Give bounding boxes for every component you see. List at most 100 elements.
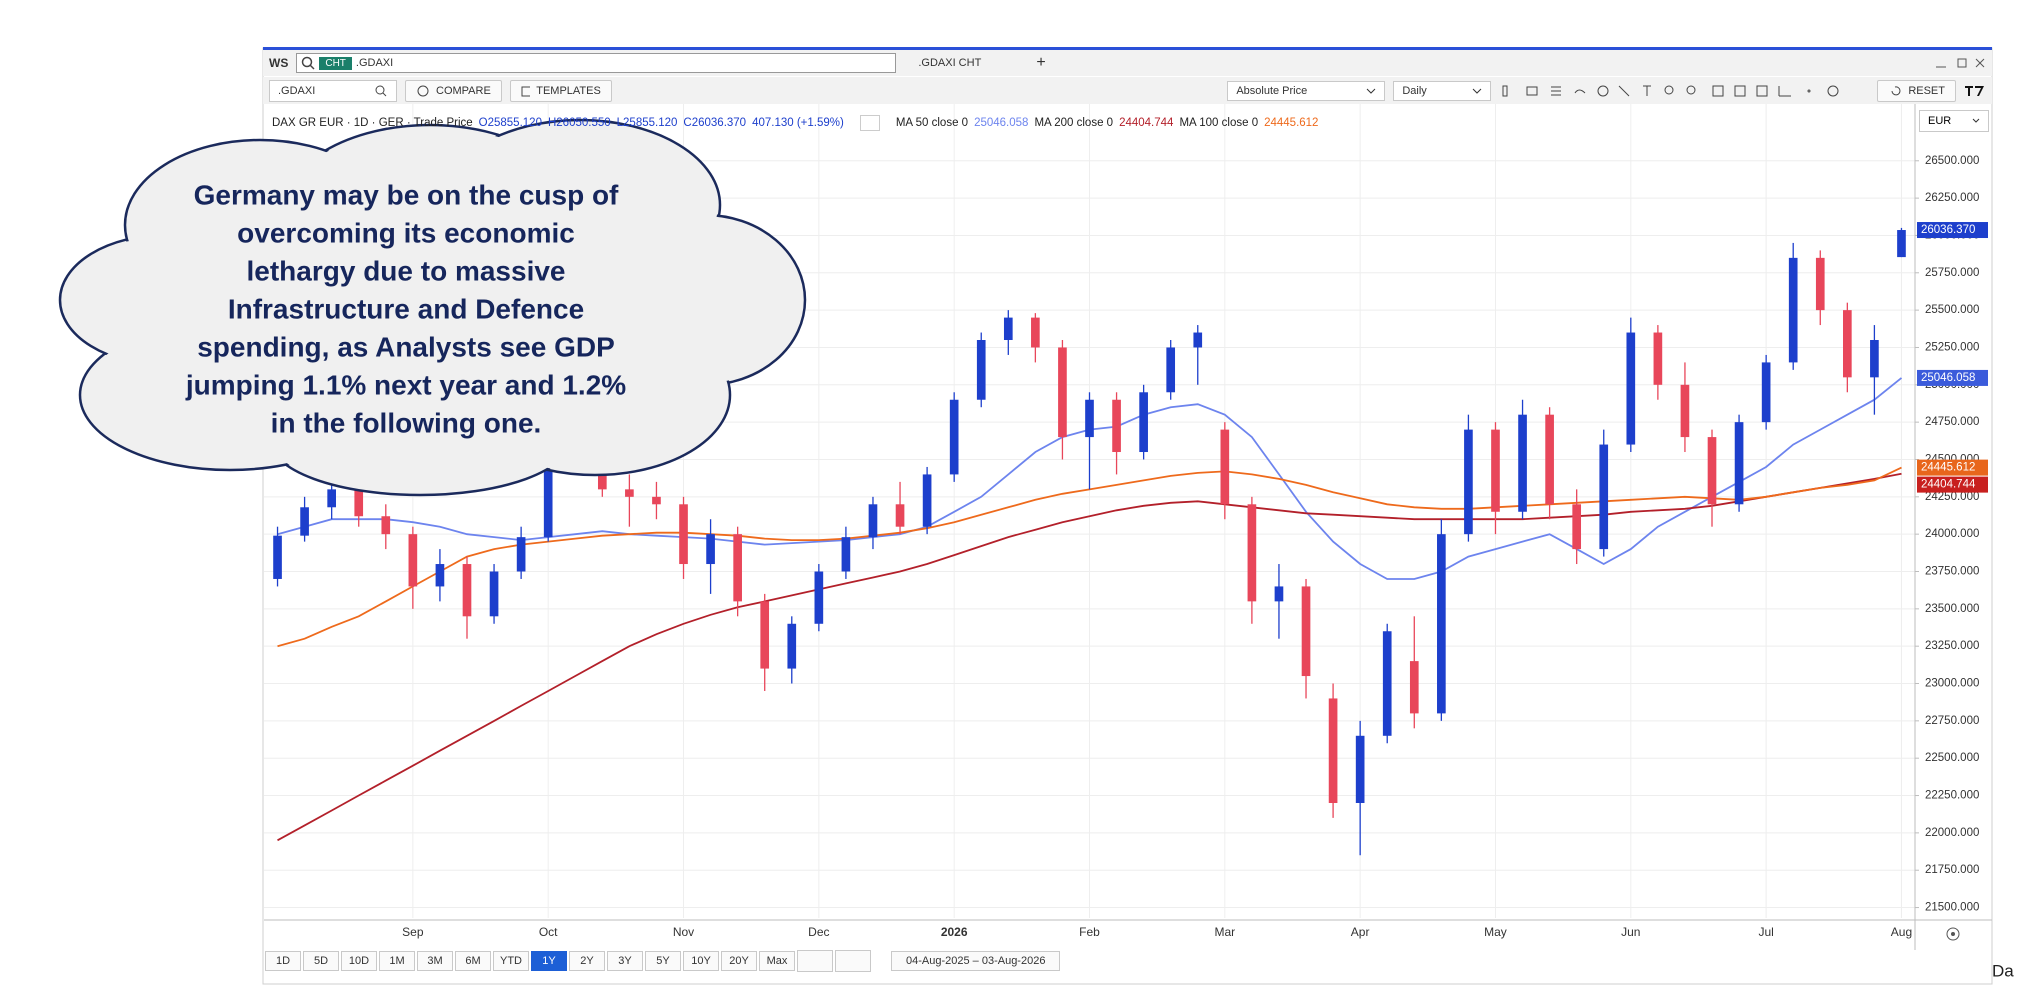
candle-body — [1518, 414, 1527, 512]
price-tag-label: 25046.058 — [1921, 372, 1975, 384]
candle-body — [300, 507, 309, 536]
annotation-line: Infrastructure and Defence — [228, 293, 584, 324]
candle-body — [841, 537, 851, 572]
range-button[interactable]: 3M — [417, 951, 453, 971]
x-tick-label: 2026 — [941, 925, 968, 939]
price-tag — [1917, 459, 1988, 476]
price-type: Absolute Price — [1236, 84, 1308, 97]
candle-body — [1653, 332, 1663, 385]
candle-body — [949, 399, 959, 475]
price-tag — [1917, 222, 1988, 239]
compare-label: COMPARE — [436, 84, 491, 97]
range-button[interactable]: 5Y — [645, 951, 681, 971]
candle-body — [1761, 362, 1771, 423]
chevron — [1472, 88, 1482, 94]
x-tick-label: Jun — [1621, 925, 1640, 939]
range-table[interactable] — [835, 950, 871, 972]
y-tick-label: 23250.000 — [1925, 640, 1979, 652]
candle-body — [1491, 429, 1500, 512]
new-tab[interactable]: + — [1036, 54, 1046, 71]
y-tick-label: 22000.000 — [1925, 827, 1979, 839]
y-tick-label: 24000.000 — [1925, 528, 1979, 540]
range-settings[interactable] — [797, 950, 833, 972]
x-tick-label: Jul — [1758, 925, 1773, 939]
price-tag-label: 26036.370 — [1921, 224, 1975, 236]
ma-value: 24445.612 — [1264, 117, 1319, 129]
window-controls[interactable] — [1896, 56, 1986, 70]
range-button[interactable]: 10D — [341, 951, 377, 971]
candle-body — [1058, 347, 1067, 438]
templates-button[interactable]: TEMPLATES — [509, 79, 612, 102]
range-button[interactable]: 1D — [265, 951, 301, 971]
y-tick-label: 23000.000 — [1925, 678, 1979, 690]
date-range[interactable]: 04-Aug-2025 – 03-Aug-2026 — [891, 951, 1061, 971]
candle-body — [1139, 392, 1148, 453]
candle-body — [787, 623, 797, 669]
cloud-fill — [62, 122, 803, 493]
price-type-select[interactable]: Absolute Price — [1227, 80, 1386, 101]
candle-body — [1166, 347, 1176, 393]
range-button[interactable]: 10Y — [683, 951, 719, 971]
high: H26050.550 — [547, 117, 611, 129]
candle-body — [1085, 399, 1094, 438]
currency-select[interactable]: EUR — [1919, 110, 1989, 132]
reset-icon — [1891, 85, 1901, 95]
annotation-line: spending, as Analysts see GDP — [197, 331, 615, 362]
y-tick-label: 25500.000 — [1925, 304, 1979, 316]
x-tick-label: Nov — [673, 925, 694, 939]
range-button[interactable]: YTD — [493, 951, 529, 971]
search-box[interactable]: CHT .GDAXI — [296, 53, 897, 73]
range-button[interactable]: 3Y — [607, 951, 643, 971]
candle-body — [760, 601, 770, 669]
reset-button[interactable]: RESET — [1877, 79, 1956, 102]
candle-body — [435, 564, 445, 587]
candle-body — [814, 571, 824, 624]
y-tick-label: 26250.000 — [1925, 192, 1979, 204]
candle-body — [1328, 698, 1338, 803]
candle-body — [679, 504, 688, 565]
change: 407.130 (+1.59%) — [752, 117, 844, 129]
tool-icons[interactable] — [1499, 83, 1869, 99]
templates-icon — [521, 86, 531, 96]
tab[interactable]: .GDAXI CHT — [918, 57, 982, 69]
candle-body — [1815, 257, 1825, 311]
cloud-annotation: Germany may be on the cusp of overcoming … — [58, 118, 807, 497]
axes: 21500.000 21750.000 22000.000 22250.000 2250… — [402, 155, 1988, 939]
workspace[interactable]: WS — [269, 56, 289, 70]
axis-settings-icon[interactable] — [1946, 927, 1960, 941]
candle-body — [1464, 429, 1473, 535]
symbol-box[interactable]: .GDAXI — [269, 79, 397, 102]
candle-body — [1572, 504, 1582, 550]
price-tag — [1917, 369, 1988, 386]
x-tick-label: Aug — [1891, 925, 1912, 939]
y-tick-label: 22750.000 — [1925, 715, 1979, 727]
range-button[interactable]: 6M — [455, 951, 491, 971]
candle-body — [1545, 414, 1554, 505]
y-tick-label: 23500.000 — [1925, 603, 1979, 615]
range-button[interactable]: 2Y — [569, 951, 605, 971]
candle-body — [408, 534, 418, 587]
y-tick-label: 25750.000 — [1925, 267, 1979, 279]
range-button[interactable]: 1M — [379, 951, 415, 971]
candle-body — [543, 466, 553, 538]
templates-label: TEMPLATES — [536, 84, 601, 97]
range-bar: 1D 5D 10D 1M 3M 6M YTD 1Y 2Y 3Y 5Y 10Y 20Y Max 04-Aug-… — [265, 950, 1061, 972]
compare-button[interactable]: COMPARE — [405, 79, 502, 102]
candle-body — [1897, 230, 1906, 258]
ma-value: 25046.058 — [974, 117, 1029, 129]
range-button[interactable]: 5D — [303, 951, 339, 971]
y-tick-label: 22250.000 — [1925, 790, 1979, 802]
collapse-button[interactable] — [859, 115, 880, 131]
annotation-line: Germany may be on the cusp of — [194, 179, 619, 210]
x-tick-label: Feb — [1079, 925, 1100, 939]
x-tick-label: Mar — [1214, 925, 1235, 939]
interval-select[interactable]: Daily — [1393, 80, 1492, 101]
range-button[interactable]: Max — [759, 951, 795, 971]
range-button[interactable]: 20Y — [721, 951, 757, 971]
range-button[interactable]: 1Y — [531, 951, 567, 971]
candle-body — [1355, 735, 1365, 803]
candle-body — [1003, 317, 1013, 341]
currency: EUR — [1928, 115, 1952, 127]
x-tick-label: Oct — [539, 925, 558, 939]
x-tick-label: Apr — [1351, 925, 1370, 939]
